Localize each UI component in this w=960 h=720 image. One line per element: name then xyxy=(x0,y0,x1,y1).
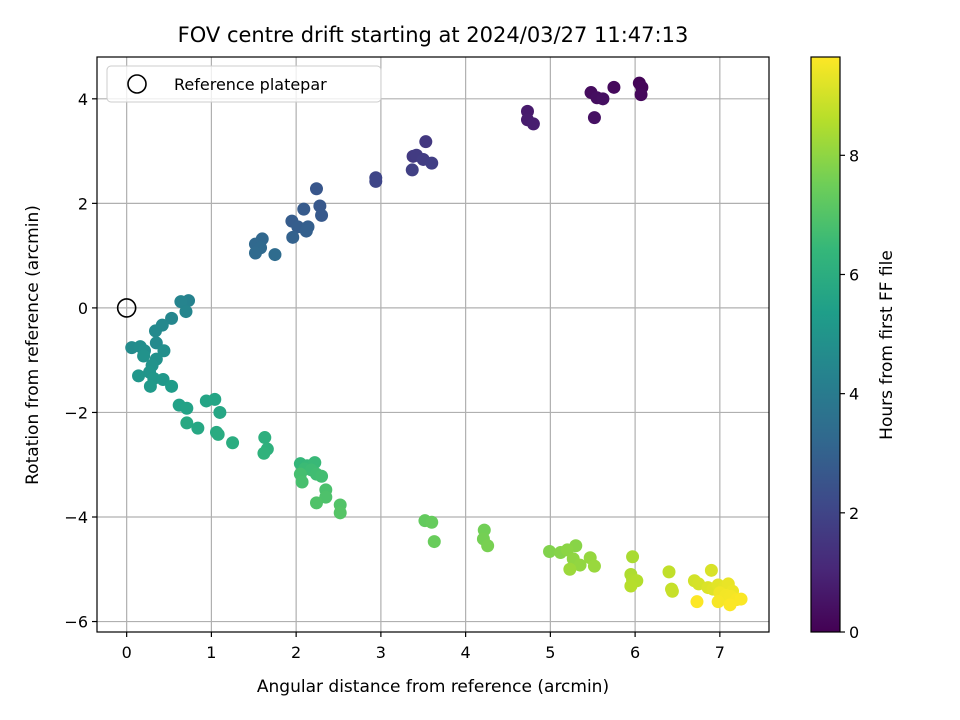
data-point xyxy=(427,535,441,549)
y-tick-label: −2 xyxy=(64,403,88,422)
data-point xyxy=(563,562,577,576)
data-point xyxy=(165,379,179,393)
legend-marker-icon xyxy=(127,74,147,94)
data-point xyxy=(425,156,439,170)
data-point xyxy=(157,344,171,358)
data-point xyxy=(624,579,638,593)
reference-platepar-marker xyxy=(116,298,137,318)
data-point xyxy=(526,117,540,131)
x-tick-label: 4 xyxy=(461,643,471,662)
data-point xyxy=(309,496,323,510)
data-point xyxy=(596,92,610,106)
data-point xyxy=(211,427,225,441)
data-point xyxy=(143,379,157,393)
data-point xyxy=(587,559,601,573)
colorbar-tick-label: 2 xyxy=(849,504,859,523)
y-tick-label: −4 xyxy=(64,508,88,527)
y-axis-ticks: −6 −4 −2 0 2 4 xyxy=(64,90,97,632)
data-point xyxy=(319,490,333,504)
grid-lines xyxy=(97,57,769,632)
colorbar-tick-label: 0 xyxy=(849,623,859,642)
data-point xyxy=(405,163,419,177)
x-tick-label: 3 xyxy=(376,643,386,662)
colorbar-tick-label: 4 xyxy=(849,385,859,404)
data-point xyxy=(425,515,439,529)
y-tick-label: 0 xyxy=(78,299,88,318)
colorbar-tick-label: 6 xyxy=(849,265,859,284)
x-axis-label: Angular distance from reference (arcmin) xyxy=(257,677,609,697)
colorbar-label: Hours from first FF file xyxy=(877,250,897,440)
data-point xyxy=(297,202,311,216)
data-point xyxy=(309,182,323,196)
chart-title: FOV centre drift starting at 2024/03/27 … xyxy=(178,23,689,47)
data-point xyxy=(315,469,329,483)
y-tick-label: −6 xyxy=(64,613,88,632)
data-point xyxy=(257,446,271,460)
data-point xyxy=(213,405,227,419)
data-point xyxy=(258,431,272,445)
data-point xyxy=(634,88,648,102)
data-point xyxy=(704,563,718,577)
data-point xyxy=(132,369,146,383)
x-axis-ticks: 0 1 2 3 4 5 6 7 xyxy=(122,632,725,662)
data-point xyxy=(690,595,704,609)
data-point xyxy=(369,174,383,188)
y-tick-label: 2 xyxy=(78,194,88,213)
colorbar-ticks: 0 2 4 6 8 xyxy=(840,146,859,642)
data-point xyxy=(587,111,601,125)
data-point xyxy=(333,506,347,520)
data-point xyxy=(711,595,725,609)
data-point xyxy=(174,295,188,309)
x-tick-label: 7 xyxy=(715,643,725,662)
data-point xyxy=(543,545,557,558)
data-point xyxy=(481,539,495,553)
data-point xyxy=(179,305,193,319)
data-point xyxy=(165,311,179,325)
data-point xyxy=(419,135,433,149)
data-point xyxy=(723,598,737,612)
data-point xyxy=(148,324,162,338)
data-point xyxy=(734,592,748,606)
legend-box xyxy=(106,65,382,103)
data-point xyxy=(286,230,300,244)
data-point xyxy=(226,436,240,450)
x-tick-label: 0 xyxy=(122,643,132,662)
data-point xyxy=(662,565,676,579)
data-point xyxy=(268,248,282,262)
data-point xyxy=(315,208,329,222)
colorbar-bar xyxy=(810,56,841,633)
data-point xyxy=(573,558,587,572)
data-point xyxy=(299,224,313,238)
data-points xyxy=(125,76,748,612)
data-point xyxy=(607,80,621,94)
data-point xyxy=(137,349,151,363)
data-point xyxy=(191,421,205,435)
data-point xyxy=(665,584,679,598)
data-point xyxy=(180,416,194,430)
data-point xyxy=(248,246,262,260)
y-tick-label: 4 xyxy=(78,90,88,109)
data-point xyxy=(295,475,309,489)
legend: Reference platepar xyxy=(106,65,382,103)
plot-frame xyxy=(96,56,770,633)
x-tick-label: 6 xyxy=(630,643,640,662)
y-axis-label: Rotation from reference (arcmin) xyxy=(23,205,43,485)
x-tick-label: 2 xyxy=(291,643,301,662)
data-point xyxy=(208,392,222,406)
x-tick-label: 1 xyxy=(206,643,216,662)
colorbar: 0 2 4 6 8 Hours from first FF file xyxy=(810,56,897,642)
legend-label: Reference platepar xyxy=(174,75,327,94)
x-tick-label: 5 xyxy=(545,643,555,662)
data-point xyxy=(626,550,640,564)
data-point xyxy=(180,401,194,415)
colorbar-tick-label: 8 xyxy=(849,146,859,165)
